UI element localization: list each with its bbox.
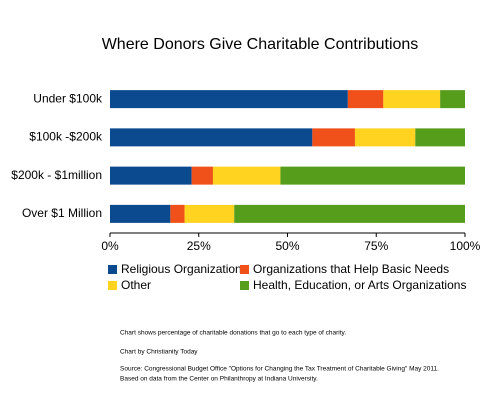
bar-segment — [110, 128, 313, 147]
bar-segment — [191, 166, 213, 185]
bar-segment — [280, 166, 465, 185]
y-tick-label: $100k -$200k — [29, 130, 103, 144]
bar-segment — [383, 90, 441, 109]
legend-label: Health, Education, or Arts Organizations — [253, 278, 466, 292]
bar-segment — [415, 128, 465, 147]
legend-swatch — [108, 281, 117, 290]
legend-label: Other — [121, 278, 151, 292]
bar-segment — [184, 204, 235, 223]
note: Chart shows percentage of charitable don… — [120, 330, 346, 337]
x-tick-label: 75% — [364, 239, 388, 253]
y-tick-label: Over $1 Million — [22, 206, 102, 220]
bar-segment — [110, 204, 171, 223]
bar-segment — [347, 90, 384, 109]
chart-title: Where Donors Give Charitable Contributio… — [102, 36, 419, 53]
legend-swatch — [240, 265, 249, 274]
y-tick-label: Under $100k — [33, 91, 103, 105]
note: Based on data from the Center on Philant… — [120, 376, 318, 383]
legend-swatch — [240, 281, 249, 290]
legend-swatch — [108, 265, 117, 274]
bar-segment — [354, 128, 416, 147]
bar-segment — [440, 90, 465, 109]
note: Source: Congressional Budget Office "Opt… — [120, 366, 439, 373]
x-tick-label: 50% — [275, 239, 299, 253]
legend-label: Religious Organizations — [121, 262, 248, 276]
x-tick-label: 25% — [187, 239, 211, 253]
x-tick-label: 0% — [101, 239, 119, 253]
x-tick-label: 100% — [450, 239, 481, 253]
bar-segment — [170, 204, 185, 223]
bar-segment — [110, 90, 348, 109]
note: Chart by Christianity Today — [120, 349, 198, 356]
bar-segment — [234, 204, 465, 223]
bar-segment — [212, 166, 281, 185]
y-tick-label: $200k - $1million — [11, 168, 102, 182]
bar-segment — [110, 166, 192, 185]
bar-segment — [312, 128, 355, 147]
legend-label: Organizations that Help Basic Needs — [253, 262, 449, 276]
